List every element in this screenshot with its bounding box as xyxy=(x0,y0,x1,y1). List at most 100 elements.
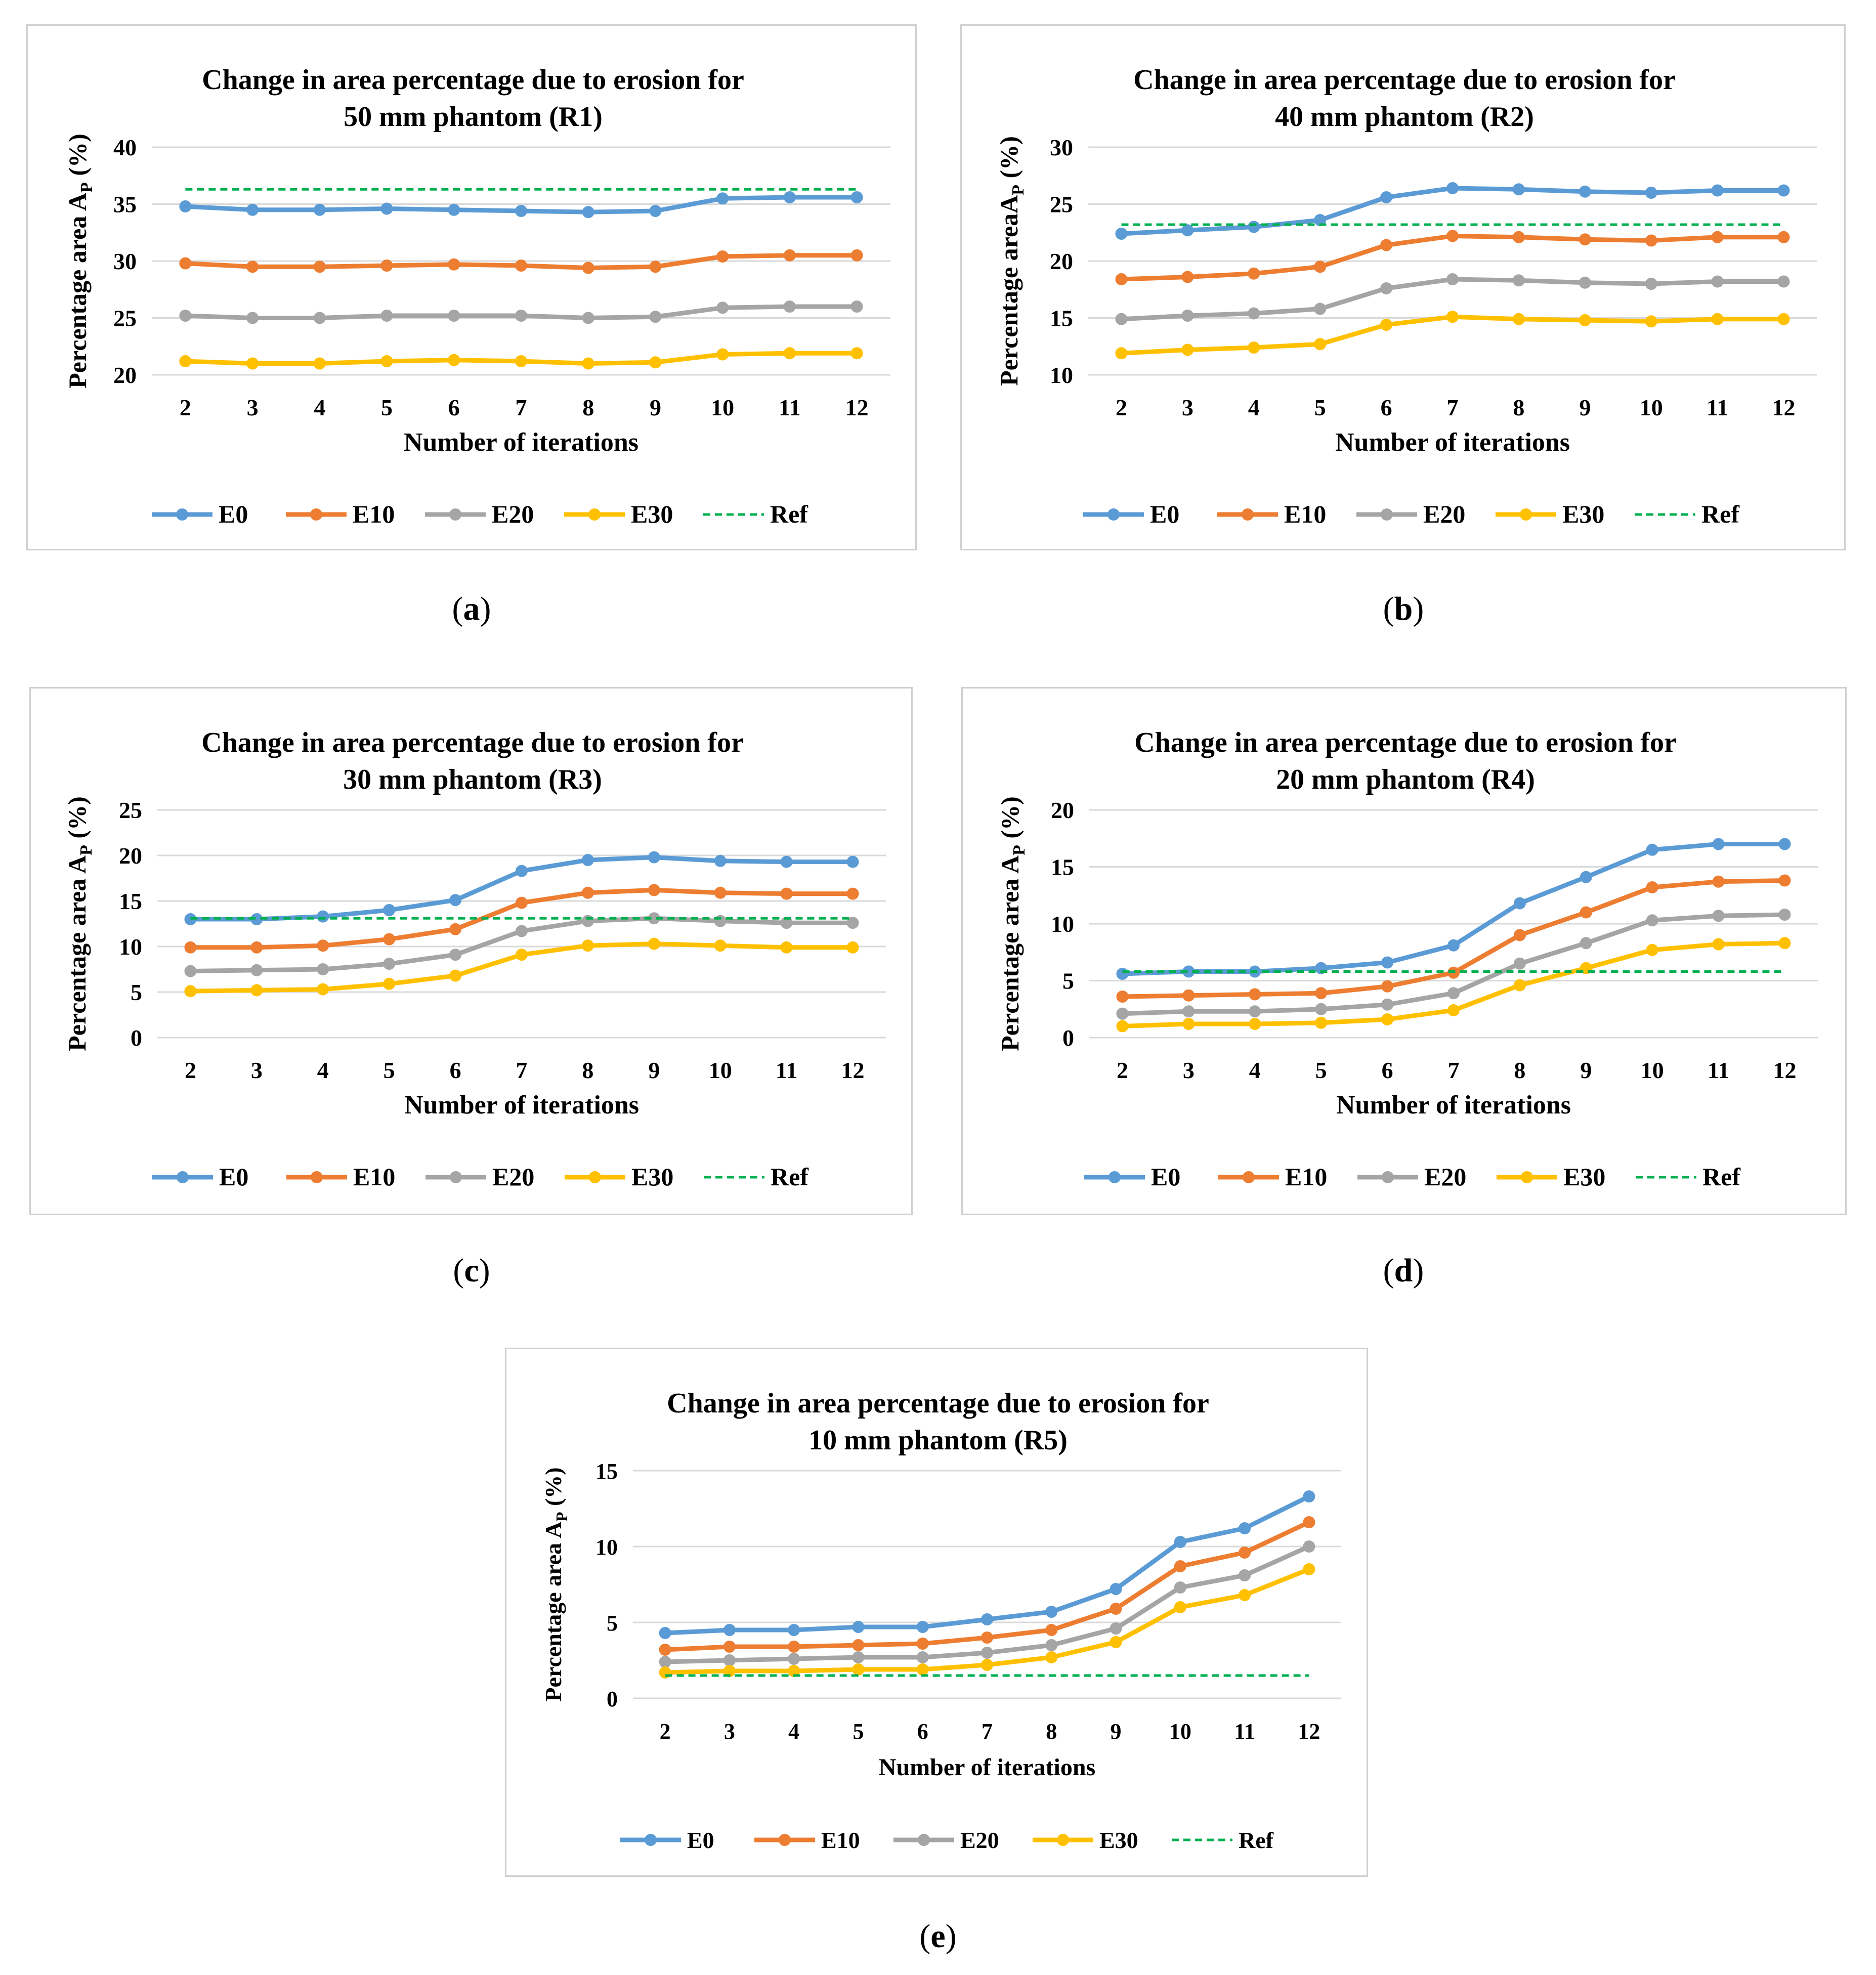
legend-label-e10: E10 xyxy=(1284,500,1326,528)
data-point-e30 xyxy=(981,1659,993,1671)
data-point-e10 xyxy=(723,1641,736,1653)
data-point-e0 xyxy=(581,854,594,866)
x-tick-label: 5 xyxy=(1314,395,1326,420)
x-tick-label: 3 xyxy=(1182,395,1193,420)
legend-marker-e30 xyxy=(589,1171,601,1183)
data-point-e0 xyxy=(317,910,329,923)
y-axis-label: Percentage area AP (%) xyxy=(540,1467,571,1701)
legend-label-e20: E20 xyxy=(492,1163,534,1191)
chart-a: Change in area percentage due to erosion… xyxy=(63,64,890,528)
legend-marker-e10 xyxy=(310,508,322,521)
legend-marker-e10 xyxy=(1242,508,1254,521)
x-tick-label: 6 xyxy=(1381,395,1392,420)
y-axis-label: Percentage area AP (%) xyxy=(63,796,96,1051)
y-tick-label: 5 xyxy=(131,979,142,1005)
x-tick-label: 8 xyxy=(582,1057,593,1083)
data-point-e0 xyxy=(981,1613,993,1625)
data-point-e10 xyxy=(184,941,197,954)
data-point-e20 xyxy=(448,310,460,322)
y-tick-label: 10 xyxy=(1050,362,1073,388)
y-tick-label: 20 xyxy=(1051,797,1074,823)
x-tick-label: 4 xyxy=(1248,395,1260,420)
legend-marker-e30 xyxy=(1057,1834,1069,1846)
data-point-e30 xyxy=(383,977,396,990)
data-point-e0 xyxy=(1580,871,1592,883)
data-point-e10 xyxy=(1512,231,1525,243)
x-tick-label: 12 xyxy=(1772,395,1796,420)
legend-marker-e20 xyxy=(450,1171,462,1183)
data-point-e0 xyxy=(246,203,259,216)
x-tick-label: 12 xyxy=(1773,1057,1797,1083)
series-line-e10 xyxy=(1121,234,1784,282)
caption-d: (d) xyxy=(1383,1252,1424,1289)
data-point-e20 xyxy=(1446,273,1459,285)
data-point-e20 xyxy=(1646,914,1658,927)
data-point-e30 xyxy=(448,354,460,366)
data-point-e0 xyxy=(1110,1583,1122,1595)
x-tick-label: 2 xyxy=(180,395,191,420)
series-line-e0 xyxy=(1122,842,1785,976)
data-point-e30 xyxy=(516,949,528,961)
data-point-e10 xyxy=(1712,875,1725,888)
chart-title-line: 10 mm phantom (R5) xyxy=(808,1425,1068,1456)
data-point-e30 xyxy=(1248,341,1260,354)
legend-label-e30: E30 xyxy=(631,500,673,528)
legend-marker-e20 xyxy=(918,1834,930,1846)
data-point-e20 xyxy=(317,963,329,975)
data-point-e0 xyxy=(1711,184,1724,197)
data-point-e0 xyxy=(449,894,462,907)
data-point-e30 xyxy=(581,939,594,952)
data-point-e0 xyxy=(383,904,396,916)
data-point-e20 xyxy=(383,958,396,970)
data-point-e30 xyxy=(1174,1601,1186,1613)
data-point-e20 xyxy=(1045,1639,1058,1651)
x-tick-label: 12 xyxy=(1298,1719,1320,1744)
data-point-e10 xyxy=(246,261,259,273)
data-point-e30 xyxy=(1115,347,1128,360)
y-tick-label: 15 xyxy=(1051,854,1074,880)
legend-marker-e0 xyxy=(1108,1171,1121,1183)
caption-b: (b) xyxy=(1383,590,1424,627)
x-tick-label: 6 xyxy=(1382,1057,1393,1083)
x-axis-label: Number of iterations xyxy=(404,1091,639,1120)
data-point-e10 xyxy=(1777,231,1790,243)
data-point-e30 xyxy=(850,347,863,360)
y-tick-label: 5 xyxy=(1062,968,1074,994)
data-point-e30 xyxy=(846,941,859,954)
legend-label-e0: E0 xyxy=(1151,1163,1180,1191)
data-point-e20 xyxy=(1315,1003,1328,1015)
data-point-e30 xyxy=(313,357,326,370)
data-point-e20 xyxy=(184,965,197,977)
data-point-e0 xyxy=(1182,965,1195,978)
legend-marker-e0 xyxy=(1107,508,1120,521)
data-point-e10 xyxy=(179,257,192,270)
data-point-e30 xyxy=(1646,943,1658,956)
data-point-e0 xyxy=(1778,838,1791,850)
data-point-e30 xyxy=(916,1663,929,1676)
data-point-e0 xyxy=(1645,187,1657,199)
data-point-e20 xyxy=(1645,278,1657,290)
x-tick-label: 9 xyxy=(650,395,661,420)
data-point-e20 xyxy=(788,1653,800,1665)
chart-e: Change in area percentage due to erosion… xyxy=(540,1388,1341,1853)
data-point-e0 xyxy=(1646,843,1658,856)
data-point-e20 xyxy=(1239,1569,1251,1581)
data-point-e20 xyxy=(380,310,393,322)
x-tick-label: 11 xyxy=(776,1057,797,1083)
data-point-e0 xyxy=(1712,838,1725,850)
data-point-e10 xyxy=(850,249,863,262)
data-point-e20 xyxy=(1711,275,1724,288)
data-point-e10 xyxy=(1315,987,1328,1000)
data-point-e0 xyxy=(1116,968,1129,980)
x-tick-label: 4 xyxy=(1249,1057,1261,1083)
data-point-e0 xyxy=(250,913,263,925)
data-point-e20 xyxy=(1249,1005,1261,1018)
y-axis-label: Percentage areaAP (%) xyxy=(995,136,1028,386)
series-line-e0 xyxy=(665,1494,1310,1636)
y-tick-label: 10 xyxy=(595,1535,618,1560)
legend-label-e10: E10 xyxy=(353,500,395,528)
y-axis-label: Percentage area AP (%) xyxy=(996,796,1029,1051)
y-tick-label: 25 xyxy=(1050,192,1073,218)
caption-e: (e) xyxy=(919,1918,957,1955)
x-tick-label: 7 xyxy=(982,1719,993,1744)
